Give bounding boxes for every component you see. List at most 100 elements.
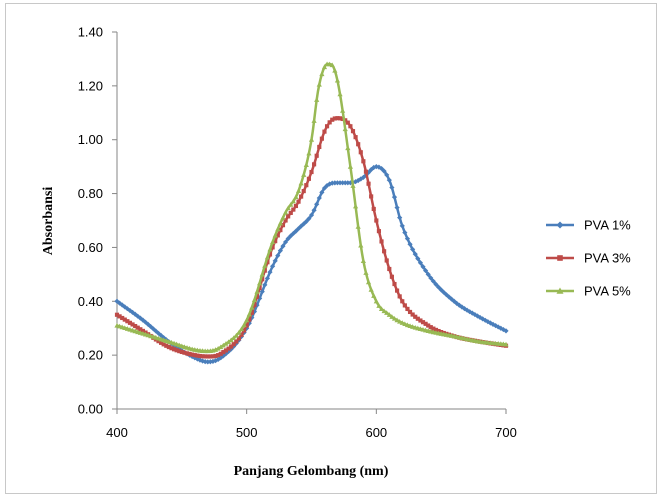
data-point — [241, 322, 247, 328]
data-point — [200, 354, 205, 359]
data-point — [365, 279, 372, 285]
data-point — [382, 249, 387, 254]
data-point — [316, 81, 322, 87]
data-point — [358, 242, 364, 248]
data-point — [298, 180, 304, 186]
series-line — [116, 116, 507, 358]
data-point — [391, 315, 398, 321]
data-point — [166, 344, 171, 350]
data-point — [319, 136, 324, 141]
data-point — [321, 185, 328, 191]
data-point — [223, 348, 228, 353]
data-point — [350, 129, 356, 134]
data-point — [345, 120, 350, 125]
data-point — [288, 210, 293, 215]
data-point — [386, 312, 392, 317]
data-point — [223, 341, 229, 346]
data-point — [283, 218, 288, 223]
data-point — [404, 236, 411, 242]
data-point — [114, 312, 120, 317]
legend-item: PVA 3% — [546, 251, 631, 266]
data-point — [329, 180, 335, 186]
data-point — [275, 233, 280, 238]
data-point — [129, 309, 136, 316]
data-point — [272, 232, 278, 238]
data-point — [342, 126, 348, 132]
series-1 — [114, 164, 509, 365]
y-tick-label: 0.80 — [78, 186, 103, 201]
data-point — [503, 328, 509, 334]
y-tick-label: 0.60 — [78, 240, 103, 255]
data-point — [169, 346, 174, 351]
y-axis-title: Absorbansi — [41, 187, 56, 256]
data-point — [420, 264, 426, 270]
data-point — [446, 294, 452, 300]
data-point — [171, 347, 177, 352]
data-point — [389, 274, 394, 279]
data-point — [244, 317, 250, 323]
data-point — [194, 356, 200, 362]
data-point — [332, 180, 338, 186]
data-point — [374, 218, 379, 223]
y-tick-label: 1.20 — [78, 78, 103, 93]
data-point — [179, 349, 184, 355]
data-point — [379, 239, 384, 244]
legend-label: PVA 3% — [584, 251, 631, 266]
data-point — [270, 245, 275, 250]
data-point — [275, 252, 281, 259]
data-point — [210, 354, 216, 359]
data-point — [303, 162, 309, 167]
data-point — [203, 354, 208, 359]
data-point — [441, 289, 447, 295]
data-point — [426, 323, 431, 328]
data-point — [182, 350, 187, 355]
data-point — [280, 243, 286, 249]
data-point — [254, 294, 260, 299]
data-point — [246, 311, 252, 317]
data-point — [130, 322, 135, 327]
data-point — [280, 223, 286, 228]
data-point — [190, 352, 195, 357]
data-point — [400, 299, 405, 304]
series-3 — [114, 61, 509, 354]
data-point — [288, 202, 294, 207]
data-point — [312, 162, 317, 167]
data-point — [435, 284, 442, 290]
data-point — [295, 188, 302, 193]
x-tick-label: 500 — [236, 425, 258, 440]
data-point — [116, 300, 123, 306]
data-point — [314, 201, 320, 207]
data-point — [254, 289, 260, 294]
data-point — [371, 164, 377, 171]
data-point — [244, 323, 249, 328]
data-point — [433, 281, 439, 287]
legend-label: PVA 5% — [584, 284, 631, 299]
data-point — [395, 288, 400, 293]
y-tick-label: 1.00 — [78, 132, 103, 147]
data-point — [231, 335, 237, 341]
data-point — [236, 336, 241, 341]
data-point — [407, 309, 413, 315]
series-2 — [114, 116, 509, 359]
legend-marker — [557, 255, 563, 261]
data-point — [262, 282, 268, 288]
data-point — [286, 214, 291, 219]
legend-label: PVA 1% — [584, 218, 631, 233]
axes: 0.00 0.20 0.40 0.60 0.80 1.00 1.20 1.40 400 500 60… — [78, 25, 517, 441]
data-point — [327, 181, 333, 187]
data-point — [192, 353, 197, 358]
data-point — [337, 91, 343, 97]
data-point — [277, 220, 283, 226]
data-point — [319, 189, 325, 196]
data-point — [352, 203, 359, 209]
data-point — [334, 77, 341, 83]
data-point — [135, 313, 141, 319]
data-point — [216, 353, 221, 358]
data-point — [423, 267, 429, 274]
data-point — [199, 358, 206, 364]
data-point — [405, 306, 410, 312]
data-point — [430, 278, 436, 284]
data-point — [252, 302, 257, 308]
data-point — [247, 317, 252, 322]
